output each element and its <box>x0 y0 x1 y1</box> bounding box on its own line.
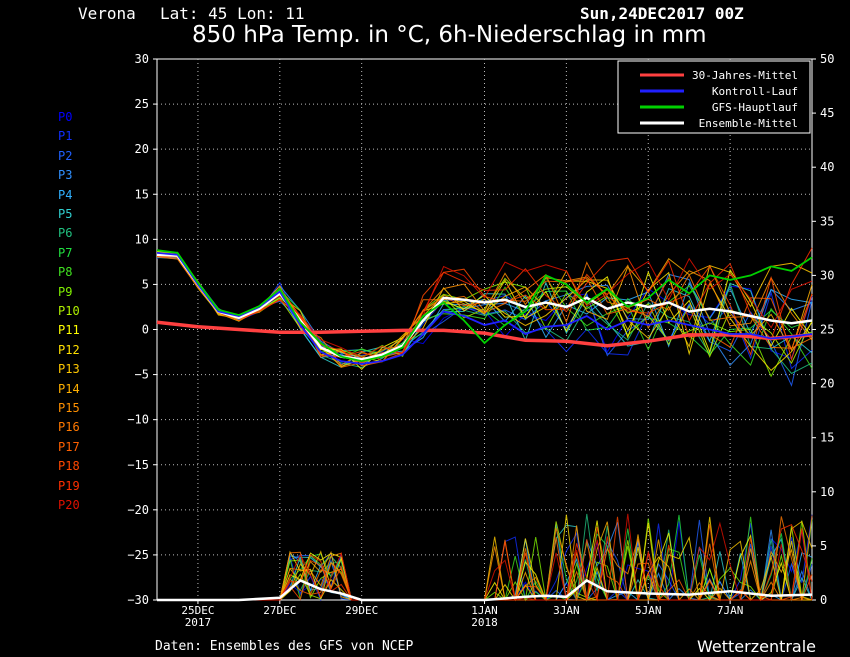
y-tick-label-right: 10 <box>820 485 834 499</box>
y-tick-label-right: 0 <box>820 593 827 607</box>
member-label-p19: P19 <box>58 478 80 493</box>
member-label-p3: P3 <box>58 168 73 183</box>
y-tick-label-left: −5 <box>135 368 149 382</box>
member-label-p20: P20 <box>58 498 80 512</box>
member-label-p15: P15 <box>58 401 80 415</box>
x-tick-sublabel: 2018 <box>471 616 498 629</box>
member-label-p7: P7 <box>58 245 73 260</box>
x-tick-sublabel: 2017 <box>185 616 212 629</box>
member-label-p1: P1 <box>58 129 73 144</box>
member-label-p14: P14 <box>58 381 80 396</box>
x-tick-label: 25DEC <box>181 604 214 617</box>
legend-label-3: Ensemble-Mittel <box>699 117 798 130</box>
series-line-4 <box>157 579 813 602</box>
y-tick-label-left: −30 <box>127 593 149 607</box>
member-line-p19 <box>156 247 813 364</box>
member-label-p5: P5 <box>58 207 73 221</box>
y-tick-label-left: 10 <box>135 232 149 246</box>
y-tick-label-left: −15 <box>127 458 149 472</box>
run-label: Sun,24DEC2017 00Z <box>580 4 744 23</box>
member-label-p4: P4 <box>58 187 73 202</box>
x-tick-label: 29DEC <box>345 604 378 617</box>
member-label-p12: P12 <box>58 342 80 357</box>
legend-label-2: GFS-Hauptlauf <box>712 101 798 114</box>
y-tick-label-right: 30 <box>820 268 834 282</box>
legend-label-1: Kontroll-Lauf <box>712 85 798 98</box>
y-tick-label-left: 15 <box>135 187 149 201</box>
member-label-p6: P6 <box>58 226 73 241</box>
brand-label: Wetterzentrale <box>697 637 817 656</box>
x-tick-label: 1JAN <box>471 604 498 617</box>
y-tick-label-right: 50 <box>820 52 834 66</box>
series-line-3 <box>156 249 813 363</box>
x-tick-label: 3JAN <box>553 604 580 617</box>
legend-label-0: 30-Jahres-Mittel <box>692 69 798 82</box>
y-tick-label-right: 5 <box>820 539 827 553</box>
member-label-p8: P8 <box>58 265 73 280</box>
member-label-p13: P13 <box>58 362 80 377</box>
legend-box <box>617 60 811 134</box>
y-tick-label-right: 35 <box>820 214 834 228</box>
y-tick-label-left: −20 <box>127 503 149 517</box>
member-label-p10: P10 <box>58 304 80 318</box>
y-tick-label-left: 30 <box>135 52 149 66</box>
series-line-1 <box>156 253 813 361</box>
x-tick-label: 27DEC <box>263 604 296 617</box>
member-line-p10 <box>156 251 813 365</box>
y-tick-label-right: 15 <box>820 431 834 445</box>
y-tick-label-right: 25 <box>820 323 834 337</box>
coords-label: Lat: 45 Lon: 11 <box>160 4 305 23</box>
series-line-2 <box>156 252 813 365</box>
data-source-label: Daten: Ensembles des GFS von NCEP <box>155 639 414 654</box>
y-tick-label-right: 45 <box>820 106 834 120</box>
y-tick-label-left: −10 <box>127 413 149 427</box>
chart-title: 850 hPa Temp. in °C, 6h-Niederschlag in … <box>192 22 707 48</box>
member-label-p17: P17 <box>58 439 80 454</box>
location-label: Verona <box>78 4 136 23</box>
member-label-p18: P18 <box>58 459 80 474</box>
y-tick-label-left: 20 <box>135 142 149 156</box>
y-tick-label-left: −25 <box>127 548 149 562</box>
member-label-p16: P16 <box>58 420 80 435</box>
y-tick-label-right: 40 <box>820 160 834 174</box>
y-tick-label-right: 20 <box>820 377 834 391</box>
series-line-0 <box>156 320 813 348</box>
member-label-p9: P9 <box>58 284 73 299</box>
x-tick-label: 5JAN <box>635 604 662 617</box>
y-tick-label-left: 0 <box>142 323 149 337</box>
member-label-p11: P11 <box>58 323 80 338</box>
x-tick-label: 7JAN <box>717 604 744 617</box>
y-tick-label-left: 5 <box>142 277 149 291</box>
member-label-p2: P2 <box>58 148 73 163</box>
member-line-p18 <box>156 255 813 362</box>
member-label-p0: P0 <box>58 110 73 124</box>
y-tick-label-left: 25 <box>135 97 149 111</box>
